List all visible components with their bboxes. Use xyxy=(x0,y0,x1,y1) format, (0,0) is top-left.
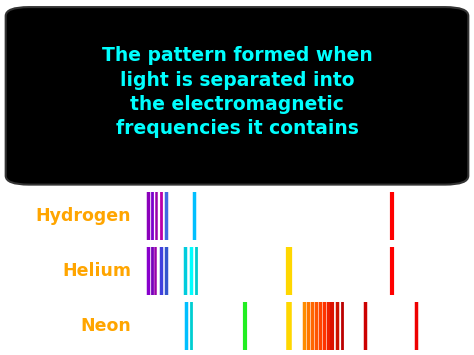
Text: Helium: Helium xyxy=(62,262,131,280)
Text: Hydrogen: Hydrogen xyxy=(36,207,131,225)
FancyBboxPatch shape xyxy=(6,7,468,185)
Text: The pattern formed when
light is separated into
the electromagnetic
frequencies : The pattern formed when light is separat… xyxy=(101,47,373,138)
Text: Neon: Neon xyxy=(80,317,131,335)
